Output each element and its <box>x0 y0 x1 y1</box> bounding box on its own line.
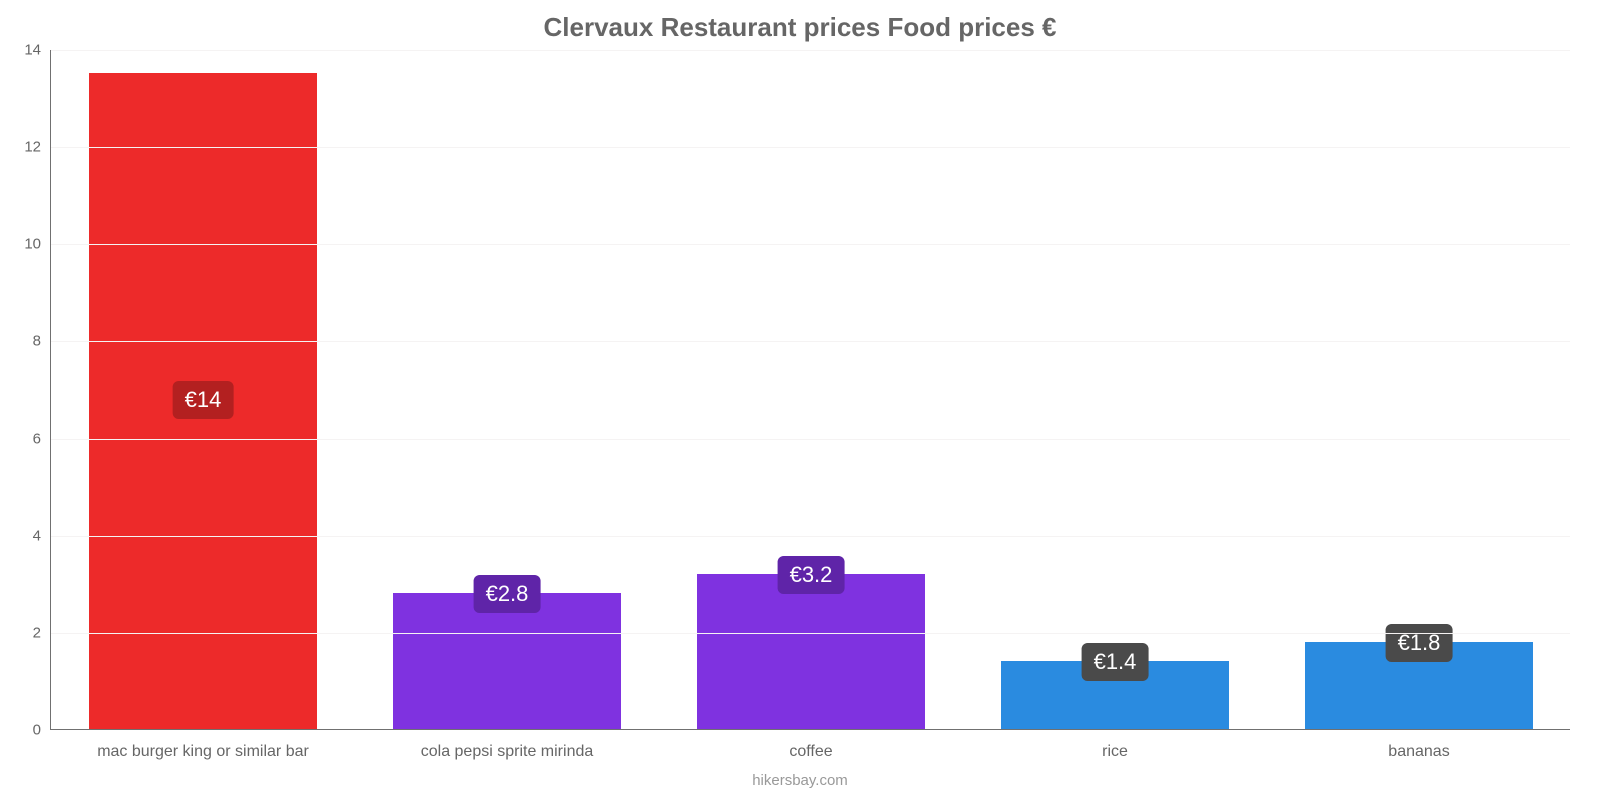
y-tick-label: 8 <box>11 333 51 350</box>
price-bar-chart: Clervaux Restaurant prices Food prices €… <box>0 0 1600 800</box>
value-badge: €2.8 <box>474 575 541 613</box>
credit-text: hikersbay.com <box>0 772 1600 789</box>
y-tick-label: 6 <box>11 430 51 447</box>
gridline <box>51 244 1570 245</box>
chart-title: Clervaux Restaurant prices Food prices € <box>0 12 1600 43</box>
value-badge: €3.2 <box>778 556 845 594</box>
value-badge: €14 <box>173 381 234 419</box>
y-tick-label: 14 <box>11 42 51 59</box>
x-category-label: cola pepsi sprite mirinda <box>421 729 594 761</box>
value-badge: €1.8 <box>1386 624 1453 662</box>
x-category-label: coffee <box>789 729 832 761</box>
gridline <box>51 147 1570 148</box>
gridline <box>51 341 1570 342</box>
gridline <box>51 536 1570 537</box>
bar <box>697 574 925 729</box>
x-category-label: rice <box>1102 729 1128 761</box>
y-tick-label: 2 <box>11 624 51 641</box>
bar <box>393 593 621 729</box>
gridline <box>51 439 1570 440</box>
bar-slot: €14mac burger king or similar bar <box>51 50 355 729</box>
bar-slot: €1.8bananas <box>1267 50 1571 729</box>
y-tick-label: 4 <box>11 527 51 544</box>
bars-container: €14mac burger king or similar bar€2.8col… <box>51 50 1570 729</box>
gridline <box>51 50 1570 51</box>
value-badge: €1.4 <box>1082 643 1149 681</box>
y-tick-label: 10 <box>11 236 51 253</box>
y-tick-label: 0 <box>11 722 51 739</box>
bar-slot: €3.2coffee <box>659 50 963 729</box>
x-category-label: bananas <box>1388 729 1449 761</box>
bar-slot: €2.8cola pepsi sprite mirinda <box>355 50 659 729</box>
x-category-label: mac burger king or similar bar <box>97 729 309 761</box>
y-tick-label: 12 <box>11 139 51 156</box>
gridline <box>51 633 1570 634</box>
bar-slot: €1.4rice <box>963 50 1267 729</box>
plot-area: €14mac burger king or similar bar€2.8col… <box>50 50 1570 730</box>
